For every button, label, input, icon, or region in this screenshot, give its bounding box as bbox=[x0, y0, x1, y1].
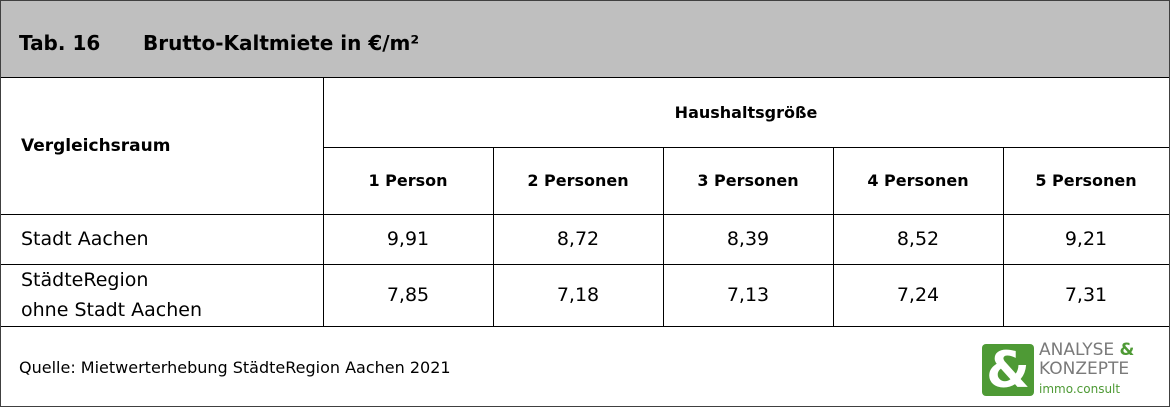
logo-line: ANALYSE bbox=[1039, 340, 1115, 360]
column-header: 1 Person bbox=[368, 171, 448, 190]
logo-icon: & bbox=[982, 344, 1034, 396]
data-cell: 7,13 bbox=[726, 284, 770, 306]
data-cell: 9,91 bbox=[386, 228, 430, 250]
rule bbox=[1003, 147, 1004, 326]
rule bbox=[663, 147, 664, 326]
title-bar bbox=[1, 1, 1169, 77]
rule bbox=[1, 264, 1169, 265]
rule bbox=[323, 147, 1169, 148]
column-header: 2 Personen bbox=[527, 171, 629, 190]
data-cell: 8,39 bbox=[726, 228, 770, 250]
rule bbox=[833, 147, 834, 326]
column-header: 3 Personen bbox=[697, 171, 799, 190]
data-cell: 7,24 bbox=[896, 284, 940, 306]
table-number: Tab. 16 bbox=[19, 31, 101, 55]
rule bbox=[1, 326, 1169, 327]
data-cell: 7,85 bbox=[386, 284, 430, 306]
column-header: 5 Personen bbox=[1035, 171, 1137, 190]
logo-text: ANALYSE & KONZEPTE immo.consult bbox=[1039, 341, 1134, 399]
logo-line: KONZEPTE bbox=[1039, 359, 1130, 379]
logo-amp: & bbox=[1119, 340, 1135, 360]
source-note: Quelle: Mietwerterhebung StädteRegion Aa… bbox=[19, 358, 451, 377]
rule bbox=[323, 77, 324, 326]
table-title: Brutto-Kaltmiete in €/m² bbox=[143, 31, 420, 55]
rule bbox=[1, 214, 1169, 215]
data-cell: 8,72 bbox=[556, 228, 600, 250]
data-cell: 7,31 bbox=[1064, 284, 1108, 306]
row-header: Vergleichsraum bbox=[21, 135, 171, 156]
logo-line: immo.consult bbox=[1039, 382, 1121, 396]
data-cell: 7,18 bbox=[556, 284, 600, 306]
data-cell: 9,21 bbox=[1064, 228, 1108, 250]
row-label: StädteRegion ohne Stadt Aachen bbox=[21, 269, 203, 321]
rule bbox=[493, 147, 494, 326]
data-cell: 8,52 bbox=[896, 228, 940, 250]
group-header: Haushaltsgröße bbox=[674, 102, 818, 122]
rule bbox=[1, 77, 1169, 78]
column-header: 4 Personen bbox=[867, 171, 969, 190]
row-label: Stadt Aachen bbox=[21, 228, 149, 250]
